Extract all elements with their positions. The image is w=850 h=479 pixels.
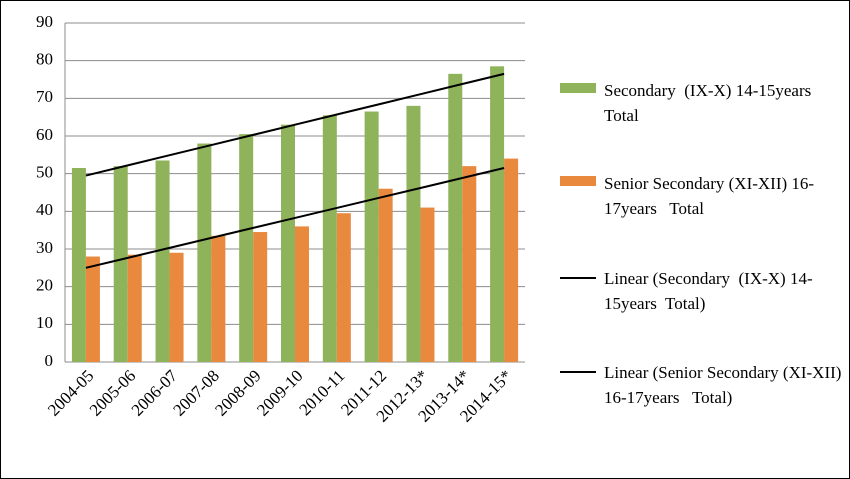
legend-swatch [560, 277, 596, 279]
bar [504, 158, 519, 362]
trend-line [85, 72, 505, 177]
legend-label: Secondary (IX-X) 14-15years Total [604, 81, 820, 125]
x-tick-label: 2008-09 [211, 366, 265, 420]
y-tick-label: 40 [36, 200, 53, 219]
bar [113, 166, 128, 362]
x-tick-label: 2006-07 [128, 366, 182, 420]
x-tick-label: 2005-06 [86, 366, 140, 420]
legend-label: Linear (Secondary (IX-X) 14-15years Tota… [604, 269, 813, 313]
bar [420, 207, 435, 362]
bar [462, 166, 477, 362]
legend-label: Senior Secondary (XI-XII) 16-17years Tot… [604, 174, 815, 218]
bar [197, 143, 212, 362]
bar [448, 73, 463, 362]
y-tick-label: 30 [36, 238, 53, 257]
bar [281, 124, 295, 362]
x-tick-label: 2009-10 [253, 366, 307, 420]
bar [295, 226, 309, 362]
y-tick-label: 70 [36, 87, 53, 106]
bar [253, 232, 268, 362]
y-tick-label: 80 [36, 50, 53, 69]
bar [406, 105, 421, 362]
x-tick-label: 2007-08 [169, 366, 223, 420]
bar [322, 115, 337, 363]
bar [211, 235, 226, 362]
bar [127, 254, 142, 362]
legend-item: Linear (Senior Secondary (XI-XII) 16-17y… [560, 360, 845, 410]
x-tick-label: 2010-11 [295, 366, 348, 419]
y-tick-label: 20 [36, 276, 53, 295]
legend-item: Linear (Secondary (IX-X) 14-15years Tota… [560, 266, 845, 316]
bar [155, 160, 170, 362]
bar [490, 66, 505, 363]
legend-item: Secondary (IX-X) 14-15years Total [560, 78, 845, 128]
bar [169, 252, 184, 362]
legend-item: Senior Secondary (XI-XII) 16-17years Tot… [560, 171, 845, 221]
y-tick-label: 60 [36, 125, 53, 144]
bar [336, 213, 351, 362]
x-tick-label: 2004-05 [44, 366, 98, 420]
bar [364, 111, 379, 363]
bar [85, 256, 100, 362]
legend-swatch [560, 176, 596, 186]
y-tick-label: 50 [36, 163, 53, 182]
trend-line [85, 167, 505, 269]
y-tick-label: 0 [45, 351, 54, 370]
bar [71, 168, 86, 362]
legend-swatch [560, 83, 596, 93]
y-tick-label: 10 [36, 313, 53, 332]
y-tick-label: 90 [36, 12, 53, 31]
legend-label: Linear (Senior Secondary (XI-XII) 16-17y… [604, 363, 846, 407]
bar [239, 134, 254, 362]
bar [378, 188, 393, 362]
legend-swatch [560, 371, 596, 373]
